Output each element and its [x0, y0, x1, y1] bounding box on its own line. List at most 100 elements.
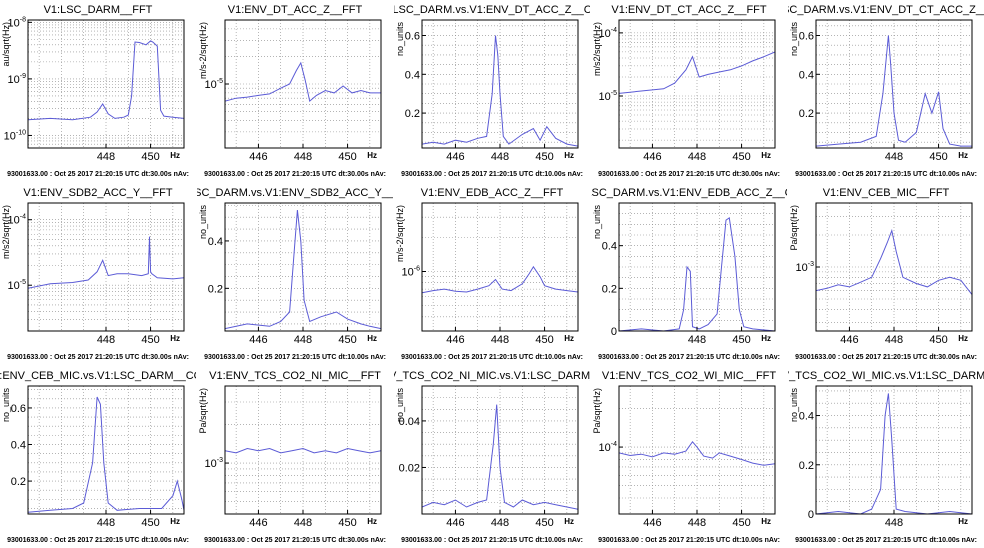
plot-footer: 93001633.00 : Oct 25 2017 21:20:15 UTC d… [7, 354, 189, 361]
y-tick-label: 10-4 [599, 27, 618, 40]
plot-panel: V1:LSC_DARM.vs.V1:ENV_DT_CT_ACC_Z__COH 44… [788, 4, 984, 178]
y-tick-label: 0.2 [602, 283, 617, 295]
x-axis-label: Hz [367, 334, 377, 343]
x-tick-label: 450 [338, 334, 356, 346]
plot-footer: 93001633.00 : Oct 25 2017 21:20:15 UTC d… [204, 171, 386, 178]
x-tick-label: 450 [338, 151, 356, 163]
plot-panel: V1:ENV_EDB_ACC_Z__FFT 446 448 450 Hz 10-6 m/s-… [395, 187, 583, 361]
plot-panel: V1:ENV_TCS_CO2_NI_MIC.vs.V1:LSC_DARM__CO… [394, 370, 590, 544]
y-tick-label: 10-5 [599, 90, 618, 103]
y-axis-label: no_units [198, 205, 208, 240]
x-axis-label: Hz [564, 334, 574, 343]
series-line [422, 265, 578, 294]
plot-panel: V1:ENV_SDB2_ACC_Y__FFT 448 450 Hz 10-5 10-4m/… [1, 187, 189, 361]
x-tick-label: 450 [141, 334, 159, 346]
x-tick-label: 450 [141, 517, 159, 529]
x-tick-label: 448 [97, 151, 115, 163]
x-tick-label: 448 [294, 517, 312, 529]
x-tick-label: 446 [249, 334, 267, 346]
plot-title: V1:LSC_DARM__FFT [44, 4, 153, 16]
x-tick-label: 448 [294, 334, 312, 346]
x-axis-label: Hz [367, 151, 377, 160]
x-axis-label: Hz [761, 517, 771, 526]
y-tick-label: 0.2 [405, 108, 420, 120]
x-tick-label: 450 [929, 334, 947, 346]
y-axis-label: m/s2/sqrt(Hz) [592, 22, 602, 76]
x-tick-label: 446 [840, 334, 858, 346]
y-axis-label: Pa/sqrt(Hz) [592, 388, 602, 434]
x-axis-label: Hz [958, 334, 968, 343]
plot-panel: V1:ENV_DT_CT_ACC_Z__FFT 446 448 450 Hz 10-5 10… [592, 4, 780, 178]
x-axis-label: Hz [170, 334, 180, 343]
y-tick-label: 0.02 [399, 462, 420, 474]
x-tick-label: 448 [97, 517, 115, 529]
series-line [28, 40, 184, 121]
series-line [225, 61, 381, 103]
plot-panel: V1:LSC_DARM__FFT 448 450 Hz 10-10 10-9 10-8au/… [1, 4, 189, 178]
y-tick-label: 10-4 [8, 214, 27, 227]
y-axis-label: Pa/sqrt(Hz) [789, 205, 799, 251]
y-tick-label: 10-5 [8, 279, 27, 292]
plot-title: V1:ENV_TCS_CO2_WI_MIC__FFT [602, 370, 776, 382]
plot-footer: 93001633.00 : Oct 25 2017 21:20:15 UTC d… [7, 537, 189, 544]
y-axis-label: Pa/sqrt(Hz) [198, 388, 208, 434]
plot-title: V1:ENV_DT_ACC_Z__FFT [228, 4, 363, 16]
y-tick-label: 0 [611, 326, 617, 338]
plot-panel: V1:LSC_DARM.vs.V1:ENV_EDB_ACC_Z__COH 448 4… [591, 187, 787, 361]
plot-panel: V1:ENV_CEB_MIC__FFT 446 448 450 Hz 10-3 Pa/sqr… [789, 187, 977, 361]
series-line [225, 447, 381, 454]
y-tick-label: 10-9 [8, 73, 27, 86]
plot-title: V1:ENV_DT_CT_ACC_Z__FFT [611, 4, 767, 16]
y-axis-label: m/s-2/sqrt(Hz) [198, 22, 208, 79]
plot-footer: 93001633.00 : Oct 25 2017 21:20:15 UTC d… [795, 354, 977, 361]
series-line [422, 35, 578, 147]
plot-title: V1:ENV_CEB_MIC__FFT [823, 187, 950, 199]
plot-footer: 93001633.00 : Oct 25 2017 21:20:15 UTC d… [204, 537, 386, 544]
x-tick-label: 450 [338, 517, 356, 529]
plot-title: V1:LSC_DARM.vs.V1:ENV_SDB2_ACC_Y__COH [197, 187, 393, 199]
x-tick-label: 448 [885, 334, 903, 346]
series-line [28, 396, 184, 513]
plot-panel: V1:ENV_TCS_CO2_NI_MIC__FFT 446 448 450 Hz 10-… [198, 370, 386, 544]
x-tick-label: 446 [249, 517, 267, 529]
series-line [225, 210, 381, 330]
plot-panel: V1:LSC_DARM.vs.V1:ENV_DT_ACC_Z__COH 446 44… [394, 4, 590, 178]
y-axis-label: m/s-2/sqrt(Hz) [395, 205, 405, 262]
plot-panel: V1:LSC_DARM.vs.V1:ENV_SDB2_ACC_Y__COH 446… [197, 187, 393, 361]
y-tick-label: 0.2 [799, 460, 814, 472]
y-tick-label: 10-5 [205, 78, 224, 91]
y-axis-label: au/sqrt(Hz) [1, 22, 11, 67]
x-tick-label: 446 [446, 517, 464, 529]
plot-footer: 93001633.00 : Oct 25 2017 21:20:15 UTC d… [795, 171, 977, 178]
plot-title: V1:ENV_CEB_MIC.vs.V1:LSC_DARM__COH [0, 370, 196, 382]
y-tick-label: 0.6 [11, 403, 26, 415]
plot-title: V1:LSC_DARM.vs.V1:ENV_DT_CT_ACC_Z__COH [788, 4, 984, 16]
y-tick-label: 10-3 [205, 457, 224, 470]
x-axis-label: Hz [761, 334, 771, 343]
series-line [619, 51, 775, 94]
plot-title: V1:LSC_DARM.vs.V1:ENV_DT_ACC_Z__COH [394, 4, 590, 16]
plot-footer: 93001633.00 : Oct 25 2017 21:20:15 UTC d… [401, 537, 583, 544]
x-tick-label: 450 [535, 334, 553, 346]
plot-footer: 93001633.00 : Oct 25 2017 21:20:15 UTC d… [598, 171, 780, 178]
plot-title: V1:ENV_TCS_CO2_NI_MIC.vs.V1:LSC_DARM__CO… [394, 370, 590, 382]
x-axis-label: Hz [958, 517, 968, 526]
series-line [816, 393, 972, 514]
y-axis-label: no_units [789, 22, 799, 57]
y-tick-label: 10-3 [796, 261, 815, 274]
y-tick-label: 0.6 [799, 31, 814, 43]
y-tick-label: 0.4 [602, 241, 617, 253]
x-tick-label: 446 [249, 151, 267, 163]
x-tick-label: 450 [732, 151, 750, 163]
x-axis-label: Hz [564, 151, 574, 160]
y-axis-label: no_units [395, 388, 405, 423]
x-tick-label: 450 [732, 334, 750, 346]
y-tick-label: 10-6 [402, 266, 421, 279]
plot-footer: 93001633.00 : Oct 25 2017 21:20:15 UTC d… [401, 354, 583, 361]
x-tick-label: 448 [491, 517, 509, 529]
x-axis-label: Hz [564, 517, 574, 526]
plot-footer: 93001633.00 : Oct 25 2017 21:20:15 UTC d… [795, 537, 977, 544]
x-tick-label: 450 [929, 151, 947, 163]
plot-panel: V1:ENV_DT_ACC_Z__FFT 446 448 450 Hz 10-5m/s-2… [198, 4, 386, 178]
y-tick-label: 0.4 [799, 69, 814, 81]
